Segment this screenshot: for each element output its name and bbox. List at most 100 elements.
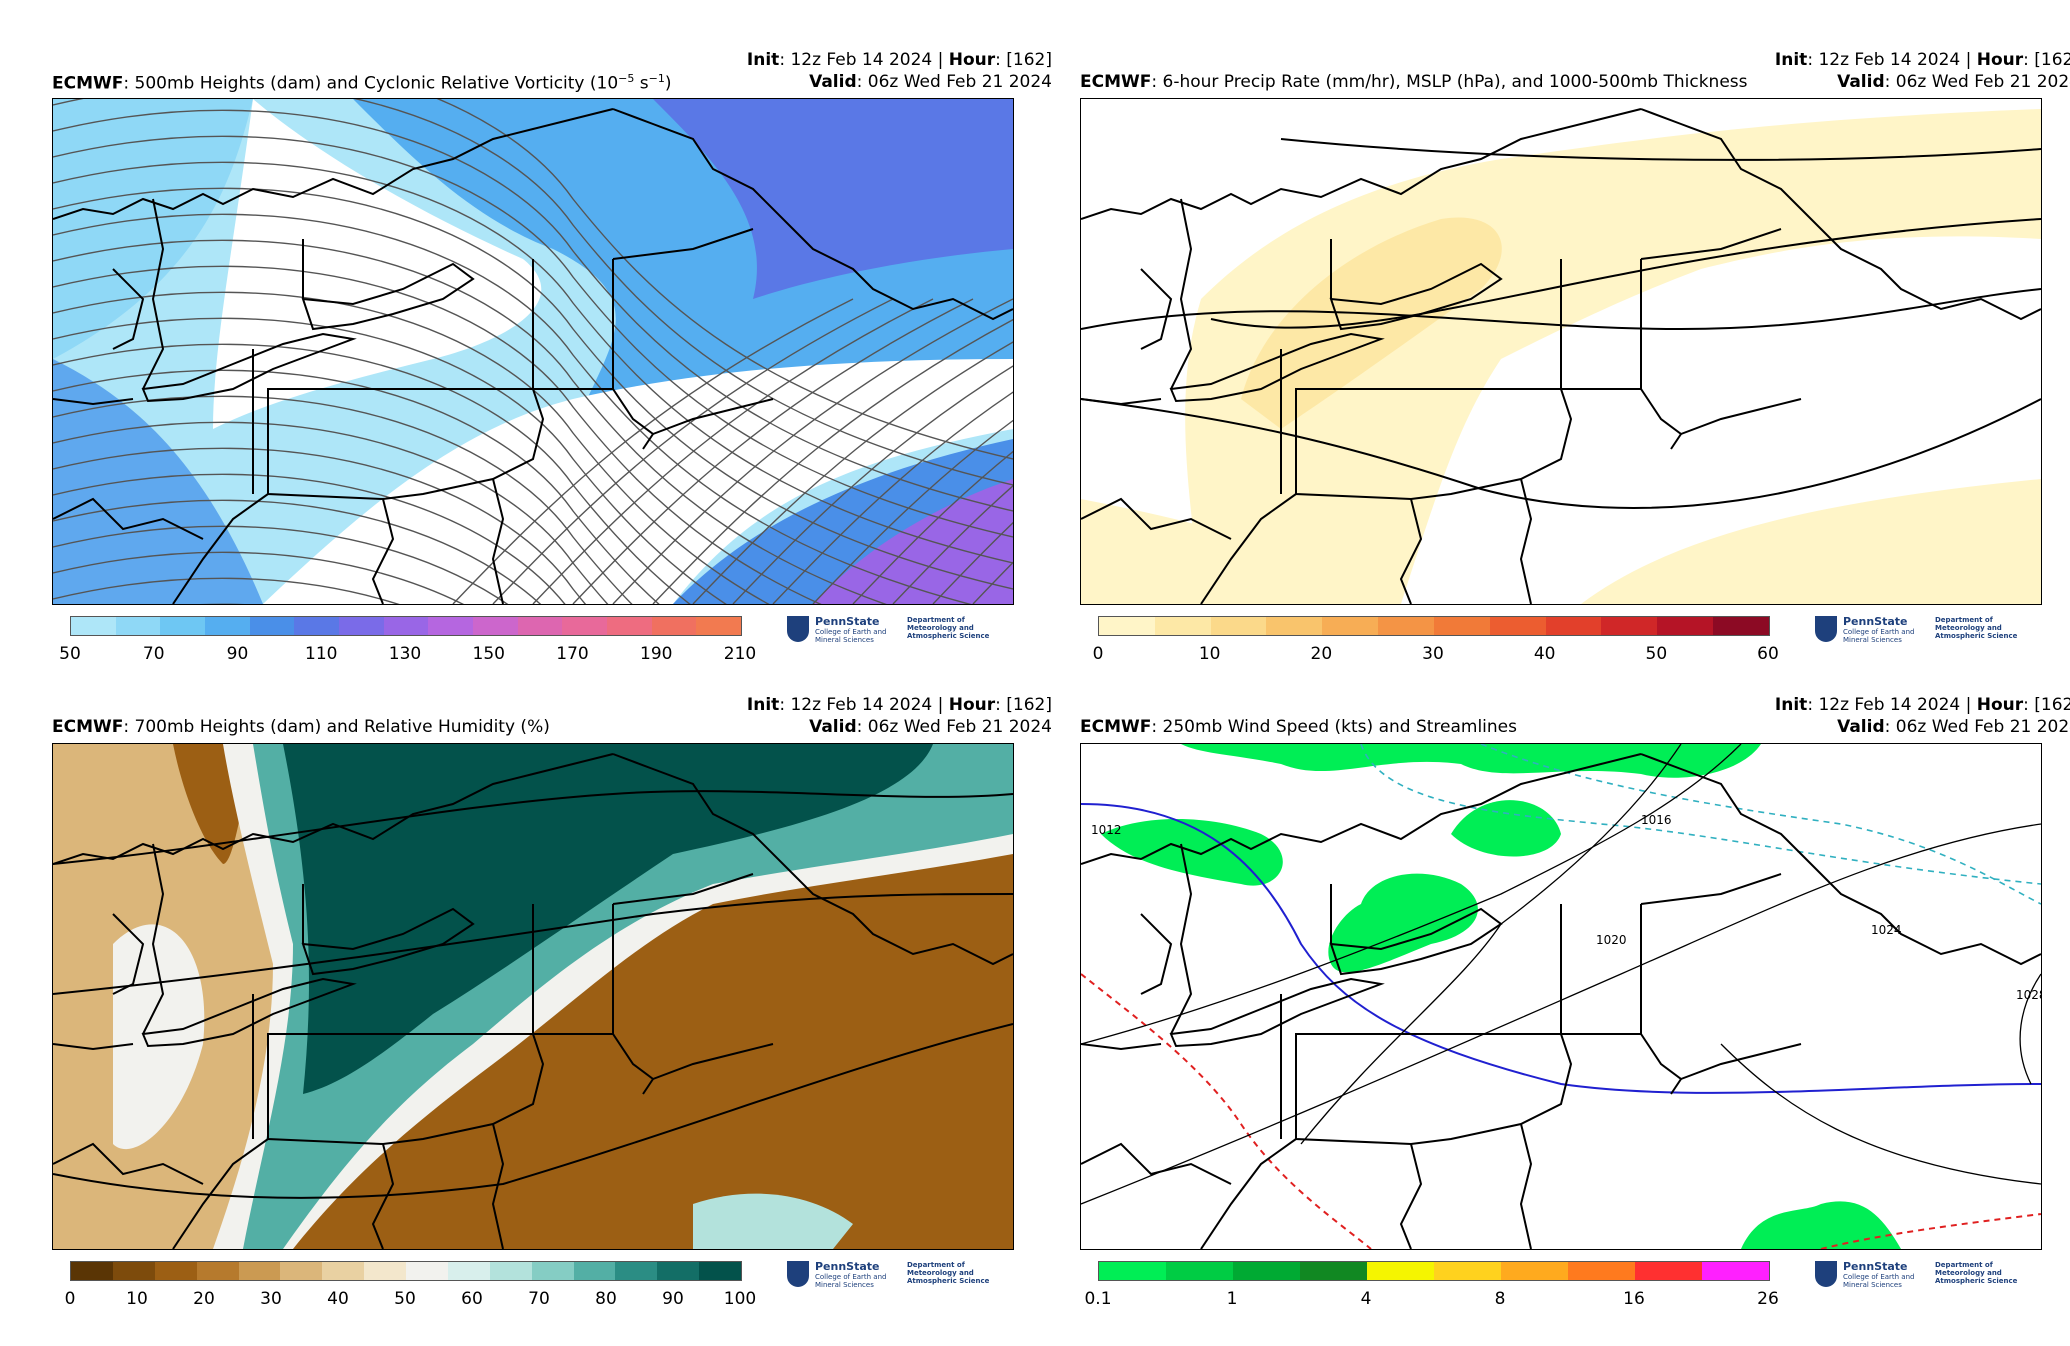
shade-field <box>53 359 263 604</box>
streamline <box>652 318 1013 604</box>
colorbar-tick: 40 <box>1533 644 1556 664</box>
colorbar-swatch <box>71 1262 113 1280</box>
map-panel-3: Init: 12z Feb 14 2024 | Hour: [162] ECMW… <box>52 695 1052 1335</box>
map-panel-4: Init: 12z Feb 14 2024 | Hour: [162] ECMW… <box>1080 695 2070 1335</box>
boundary-line <box>1399 498 1423 604</box>
colorbar-swatch <box>489 1262 532 1280</box>
map-plot <box>52 98 1014 605</box>
colorbar-tick: 150 <box>472 644 505 664</box>
colorbar-swatch <box>112 1262 155 1280</box>
boundary-line <box>1329 907 1503 976</box>
colorbar-swatch <box>447 1262 490 1280</box>
colorbar-swatch <box>1166 1262 1233 1280</box>
colorbar-swatch <box>280 1262 323 1280</box>
streamline <box>692 341 1013 604</box>
colorbar <box>70 616 742 636</box>
colorbar-tick: 1 <box>1226 1289 1238 1309</box>
shield-icon <box>1815 616 1837 642</box>
shade-field <box>1185 109 2041 604</box>
boundary-line <box>1200 493 1297 604</box>
boundary-line <box>53 753 614 865</box>
boundary-line <box>652 398 774 435</box>
shield-icon <box>1815 1261 1837 1287</box>
colorbar-tick: 26 <box>1757 1289 1779 1309</box>
colorbar-swatch <box>71 617 116 635</box>
map-panel-1: Init: 12z Feb 14 2024 | Hour: [162] ECMW… <box>52 50 1052 690</box>
streamline <box>436 99 1013 460</box>
colorbar-swatch <box>294 617 340 635</box>
pennstate-logo: PennState College of Earth and Mineral S… <box>1815 1260 2045 1293</box>
colorbar-ticks: 0.1 1 4 8 16 26 <box>1084 1289 1778 1311</box>
colorbar-tick: 30 <box>260 1289 282 1309</box>
colorbar-swatch <box>154 1262 197 1280</box>
boundary-line <box>371 498 395 604</box>
wind-shade <box>1101 819 1283 886</box>
colorbar-swatch <box>339 617 384 635</box>
boundary-line <box>1329 262 1503 331</box>
boundary-line <box>491 1123 505 1249</box>
wind-shade <box>1181 744 1761 778</box>
shade-field <box>283 744 933 1094</box>
init-line: Init: 12z Feb 14 2024 | Hour: [162] <box>746 695 1052 715</box>
valid-line: Valid: 06z Wed Feb 21 2024 <box>1837 717 2070 737</box>
colorbar-tick: 210 <box>723 644 757 664</box>
streamline <box>492 298 894 604</box>
boundary-line <box>1140 268 1173 350</box>
colorbar-swatch <box>383 617 429 635</box>
streamline <box>53 447 587 604</box>
boundary-line <box>612 228 754 260</box>
colorbar-swatch <box>651 617 697 635</box>
boundary-line <box>172 493 269 604</box>
colorbar-swatch <box>657 1262 700 1280</box>
boundary-line <box>141 332 357 403</box>
map-canvas: 10161020102410281012 <box>1081 744 2041 1249</box>
colorbar-tick: 30 <box>1422 644 1444 664</box>
colorbar-swatch <box>1433 617 1490 635</box>
streamline <box>892 484 1013 604</box>
colorbar-swatch <box>1635 1262 1702 1280</box>
colorbar-tick: 170 <box>556 644 589 664</box>
streamline <box>53 525 509 604</box>
streamline <box>53 99 1013 486</box>
boundary-line <box>1680 398 1802 435</box>
temp-line <box>1360 744 2041 885</box>
wind-shade <box>1741 1201 1901 1249</box>
shield-icon <box>787 1261 809 1287</box>
colorbar-tick: 20 <box>1310 644 1333 664</box>
colorbar-tick: 110 <box>305 644 338 664</box>
boundary-line <box>1640 228 1782 260</box>
colorbar-swatch <box>1322 617 1379 635</box>
contour-label: 1012 <box>1091 823 1122 837</box>
map-plot <box>52 743 1014 1250</box>
boundary-line <box>1081 398 1162 406</box>
streamline <box>53 551 464 604</box>
colorbar-swatch <box>562 617 608 635</box>
colorbar-swatch <box>1568 1262 1635 1280</box>
init-line: Init: 12z Feb 14 2024 | Hour: [162] <box>1774 50 2070 70</box>
boundary-line <box>1140 913 1173 995</box>
colorbar-swatch <box>115 617 161 635</box>
colorbar-tick: 16 <box>1623 1289 1645 1309</box>
colorbar <box>1098 1261 1770 1281</box>
boundary-line <box>1169 977 1385 1048</box>
streamline <box>53 291 770 604</box>
panel-title: ECMWF: 250mb Wind Speed (kts) and Stream… <box>1080 717 1517 737</box>
boundary-line <box>142 198 165 390</box>
shade-field <box>1241 217 1502 429</box>
contour-label: 1016 <box>1641 813 1672 827</box>
colorbar-swatch <box>406 1262 448 1280</box>
streamline <box>53 369 660 604</box>
map-plot: 10161020102410281012 <box>1080 743 2042 1250</box>
colorbar-tick: 190 <box>640 644 673 664</box>
colorbar-tick: 4 <box>1360 1289 1372 1309</box>
streamline <box>572 298 974 604</box>
init-line: Init: 12z Feb 14 2024 | Hour: [162] <box>746 50 1052 70</box>
height-line <box>53 1023 1013 1199</box>
height-line <box>53 893 1013 995</box>
isobar <box>1081 823 2041 1205</box>
streamline <box>53 473 566 604</box>
colorbar-swatch <box>1657 617 1714 635</box>
colorbar-swatch <box>1266 617 1323 635</box>
valid-line: Valid: 06z Wed Feb 21 2024 <box>1837 72 2070 92</box>
boundary-line <box>1081 1043 1162 1051</box>
